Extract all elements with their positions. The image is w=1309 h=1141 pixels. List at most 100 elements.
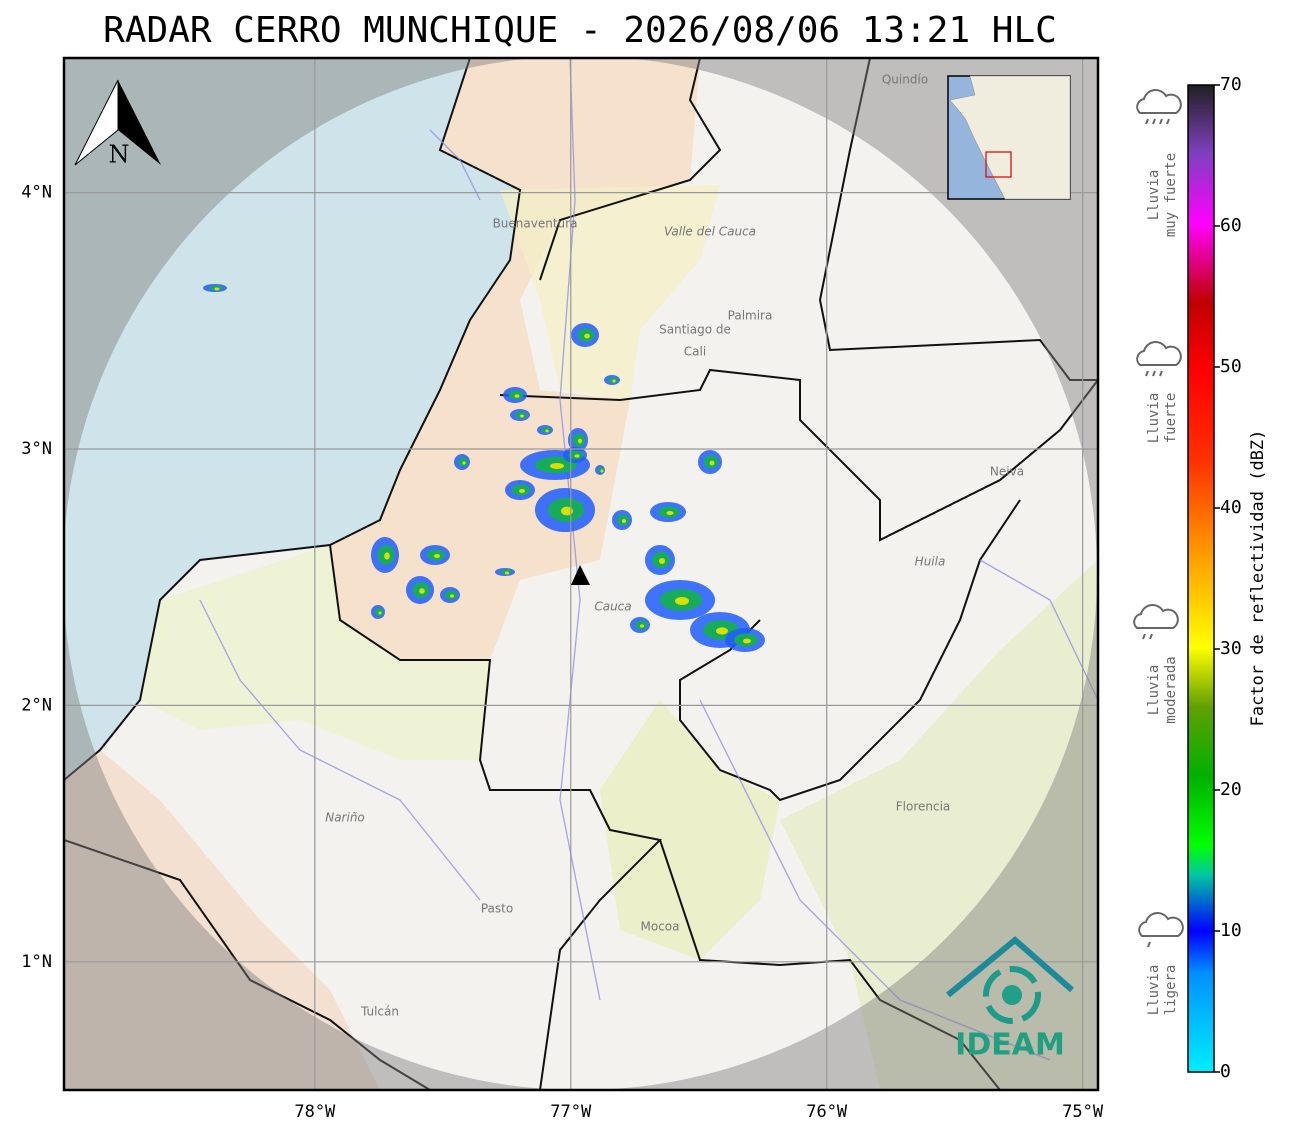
y-tick-label: 4°N <box>21 183 52 203</box>
rain-drop <box>1142 633 1146 640</box>
y-tick-label: 3°N <box>21 439 52 459</box>
echo <box>505 571 509 575</box>
echo <box>584 333 590 339</box>
rain-drop <box>1166 118 1170 125</box>
title: RADAR CERRO MUNCHIQUE - 2026/08/06 13:21… <box>103 10 1057 51</box>
echo <box>612 379 616 383</box>
x-tick-label: 78°W <box>294 1102 336 1122</box>
place-label: Nariño <box>325 811 365 825</box>
map: Quindío Buenaventura Valle del Cauca Palmir… <box>64 58 1098 1090</box>
place-label: Palmira <box>728 309 773 323</box>
department <box>500 185 720 400</box>
echo <box>578 438 582 444</box>
rain-label: Lluvia <box>1146 393 1162 444</box>
grid <box>64 58 1098 1090</box>
logo-text: IDEAM <box>955 1028 1065 1063</box>
echo <box>434 554 440 558</box>
place-label: Pasto <box>481 902 513 916</box>
place-label: Neiva <box>990 465 1024 479</box>
rain-drop <box>1159 370 1163 377</box>
rain-label: Lluvia <box>1146 170 1162 221</box>
echo <box>675 597 689 605</box>
echo <box>519 489 525 493</box>
echo <box>450 594 454 598</box>
rain-label: Lluvia <box>1146 965 1162 1016</box>
colorbar-tick-label: 40 <box>1220 497 1242 518</box>
place-labels: Quindío Buenaventura Valle del Cauca Palmir… <box>325 73 1024 1019</box>
radar-echoes <box>203 284 765 652</box>
echo <box>214 287 220 291</box>
north-label: N <box>109 141 130 169</box>
echo <box>514 394 520 398</box>
rain-label: moderada <box>1163 656 1179 723</box>
y-tick-label: 1°N <box>21 952 52 972</box>
place-label: Mocoa <box>641 920 680 934</box>
cloud-icon <box>1133 604 1179 629</box>
north-arrow: N <box>74 79 161 169</box>
place-label: Quindío <box>882 73 928 87</box>
colorbar-tick-label: 30 <box>1220 638 1242 659</box>
cloud-icon <box>1136 89 1182 114</box>
place-label: Buenaventura <box>493 217 578 231</box>
rain-label: ligera <box>1163 965 1179 1016</box>
department <box>330 58 700 660</box>
colorbar-tick-label: 70 <box>1220 74 1242 95</box>
rain-drop <box>1152 370 1156 377</box>
echo <box>743 638 751 644</box>
rain-drop <box>1145 370 1149 377</box>
rain-label: muy fuerte <box>1163 153 1179 237</box>
cloud-icon <box>1138 912 1184 937</box>
inset-map <box>947 75 1071 200</box>
echo <box>520 414 524 418</box>
place-label: Cali <box>684 345 706 359</box>
x-tick-label: 77°W <box>550 1102 592 1122</box>
place-label: Huila <box>915 555 946 569</box>
echo <box>419 588 425 594</box>
place-label: Cauca <box>594 600 631 614</box>
place-label: Valle del Cauca <box>664 225 756 239</box>
rain-drop <box>1145 118 1149 125</box>
echo <box>709 460 715 466</box>
echo <box>550 463 564 469</box>
radar-site <box>571 565 590 585</box>
echo <box>659 558 665 564</box>
colorbar <box>1187 84 1215 1073</box>
boundaries <box>64 58 1098 1090</box>
colorbar-tick-label: 60 <box>1220 215 1242 236</box>
logo: IDEAM <box>946 936 1074 1063</box>
rain-label: fuerte <box>1163 393 1179 444</box>
colorbar-tick-label: 10 <box>1220 920 1242 941</box>
colorbar-tick-label: 50 <box>1220 356 1242 377</box>
echo <box>716 627 728 635</box>
department <box>600 700 780 960</box>
rain-drop <box>1149 633 1153 640</box>
y-tick-label: 2°N <box>21 695 52 715</box>
rain-drop <box>1147 941 1151 948</box>
rain-label: Lluvia <box>1146 665 1162 716</box>
rain-drop <box>1152 118 1156 125</box>
echo <box>574 454 580 458</box>
echo <box>600 469 604 473</box>
x-tick-label: 75°W <box>1062 1102 1104 1122</box>
echo <box>378 611 382 615</box>
echo <box>462 461 466 465</box>
colorbar-tick-label: 20 <box>1220 779 1242 800</box>
place-label: Tulcán <box>360 1005 399 1019</box>
x-tick-label: 76°W <box>806 1102 848 1122</box>
ocean <box>64 58 520 780</box>
echo <box>545 429 549 433</box>
echo <box>384 552 390 560</box>
department <box>780 560 1098 1090</box>
colorbar-tick-label: 0 <box>1220 1061 1231 1082</box>
echo <box>622 519 626 523</box>
cloud-icon <box>1136 341 1182 366</box>
map-frame <box>62 56 1100 1092</box>
place-label: Santiago de <box>659 323 731 337</box>
echo <box>640 624 644 628</box>
place-label: Florencia <box>896 800 951 814</box>
echo <box>666 511 674 515</box>
echo <box>561 506 573 516</box>
rain-drop <box>1159 118 1163 125</box>
